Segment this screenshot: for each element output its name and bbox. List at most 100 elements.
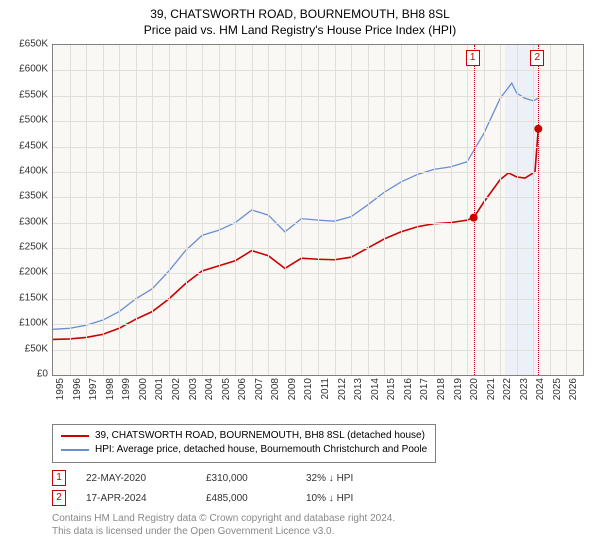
gridline-v xyxy=(202,45,203,375)
gridline-v xyxy=(467,45,468,375)
xtick-label: 2008 xyxy=(270,378,281,400)
xtick-label: 2011 xyxy=(320,378,331,400)
xtick-label: 2002 xyxy=(171,378,182,400)
xtick-label: 1995 xyxy=(55,378,66,400)
marker-label: 1 xyxy=(466,50,480,66)
xtick-label: 2021 xyxy=(486,378,497,400)
gridline-v xyxy=(533,45,534,375)
footer: Contains HM Land Registry data © Crown c… xyxy=(52,512,395,538)
gridline-v xyxy=(235,45,236,375)
gridline-v xyxy=(500,45,501,375)
gridline-v xyxy=(152,45,153,375)
gridline-v xyxy=(318,45,319,375)
series-hpi xyxy=(53,83,538,329)
gridline-v xyxy=(219,45,220,375)
xtick-label: 2017 xyxy=(419,378,430,400)
gridline-v xyxy=(86,45,87,375)
gridline-v xyxy=(368,45,369,375)
data-row: 1 22-MAY-2020 £310,000 32% ↓ HPI xyxy=(52,468,386,488)
ytick-label: £400K xyxy=(4,165,48,176)
gridline-v xyxy=(252,45,253,375)
data-row-date: 22-MAY-2020 xyxy=(86,473,186,484)
data-row-change: 10% ↓ HPI xyxy=(306,493,386,504)
gridline-v xyxy=(451,45,452,375)
gridline-v xyxy=(417,45,418,375)
series-property xyxy=(53,129,538,340)
data-row-change: 32% ↓ HPI xyxy=(306,473,386,484)
legend-row: 39, CHATSWORTH ROAD, BOURNEMOUTH, BH8 8S… xyxy=(61,429,427,443)
xtick-label: 2005 xyxy=(221,378,232,400)
xtick-label: 1996 xyxy=(72,378,83,400)
gridline-v xyxy=(401,45,402,375)
footer-line2: This data is licensed under the Open Gov… xyxy=(52,526,334,537)
xtick-label: 2014 xyxy=(370,378,381,400)
gridline-v xyxy=(70,45,71,375)
title-line1: 39, CHATSWORTH ROAD, BOURNEMOUTH, BH8 8S… xyxy=(150,7,450,21)
gridline-v xyxy=(268,45,269,375)
ytick-label: £500K xyxy=(4,115,48,126)
ytick-label: £100K xyxy=(4,318,48,329)
data-table: 122-MAY-2020£310,00032% ↓ HPI217-APR-202… xyxy=(52,468,386,508)
ytick-label: £150K xyxy=(4,292,48,303)
data-row-id: 1 xyxy=(52,470,66,486)
xtick-label: 2010 xyxy=(303,378,314,400)
gridline-v xyxy=(335,45,336,375)
xtick-label: 2006 xyxy=(237,378,248,400)
xtick-label: 2022 xyxy=(502,378,513,400)
ytick-label: £600K xyxy=(4,64,48,75)
chart-title: 39, CHATSWORTH ROAD, BOURNEMOUTH, BH8 8S… xyxy=(0,0,600,38)
gridline-v xyxy=(186,45,187,375)
legend-row: HPI: Average price, detached house, Bour… xyxy=(61,443,427,457)
xtick-label: 2024 xyxy=(535,378,546,400)
ytick-label: £0 xyxy=(4,369,48,380)
gridline-v xyxy=(434,45,435,375)
data-row: 217-APR-2024£485,00010% ↓ HPI xyxy=(52,488,386,508)
xtick-label: 2025 xyxy=(552,378,563,400)
xtick-label: 2012 xyxy=(337,378,348,400)
xtick-label: 2013 xyxy=(353,378,364,400)
ytick-label: £200K xyxy=(4,267,48,278)
ytick-label: £300K xyxy=(4,216,48,227)
footer-line1: Contains HM Land Registry data © Crown c… xyxy=(52,513,395,524)
gridline-v xyxy=(136,45,137,375)
data-row-date: 17-APR-2024 xyxy=(86,493,186,504)
ytick-label: £250K xyxy=(4,242,48,253)
xtick-label: 1997 xyxy=(88,378,99,400)
xtick-label: 2026 xyxy=(568,378,579,400)
gridline-v xyxy=(517,45,518,375)
gridline-v xyxy=(351,45,352,375)
gridline-v xyxy=(285,45,286,375)
xtick-label: 2023 xyxy=(519,378,530,400)
ytick-label: £550K xyxy=(4,89,48,100)
callout-line xyxy=(538,45,539,375)
legend-swatch xyxy=(61,449,89,451)
callout-line xyxy=(474,45,475,375)
gridline-v xyxy=(169,45,170,375)
gridline-v xyxy=(550,45,551,375)
legend-swatch xyxy=(61,435,89,437)
xtick-label: 2003 xyxy=(188,378,199,400)
xtick-label: 2015 xyxy=(386,378,397,400)
xtick-label: 2000 xyxy=(138,378,149,400)
marker-label: 2 xyxy=(530,50,544,66)
xtick-label: 2019 xyxy=(453,378,464,400)
gridline-v xyxy=(484,45,485,375)
xtick-label: 2004 xyxy=(204,378,215,400)
ytick-label: £50K xyxy=(4,343,48,354)
gridline-v xyxy=(566,45,567,375)
data-row-price: £310,000 xyxy=(206,473,286,484)
legend-label: HPI: Average price, detached house, Bour… xyxy=(95,443,427,457)
gridline-v xyxy=(119,45,120,375)
ytick-label: £650K xyxy=(4,39,48,50)
xtick-label: 2018 xyxy=(436,378,447,400)
gridline-v xyxy=(103,45,104,375)
xtick-label: 1998 xyxy=(105,378,116,400)
title-line2: Price paid vs. HM Land Registry's House … xyxy=(144,23,456,37)
gridline-v xyxy=(301,45,302,375)
xtick-label: 2009 xyxy=(287,378,298,400)
ytick-label: £350K xyxy=(4,191,48,202)
xtick-label: 2020 xyxy=(469,378,480,400)
legend: 39, CHATSWORTH ROAD, BOURNEMOUTH, BH8 8S… xyxy=(52,424,436,463)
plot-area xyxy=(52,44,584,376)
data-row-price: £485,000 xyxy=(206,493,286,504)
